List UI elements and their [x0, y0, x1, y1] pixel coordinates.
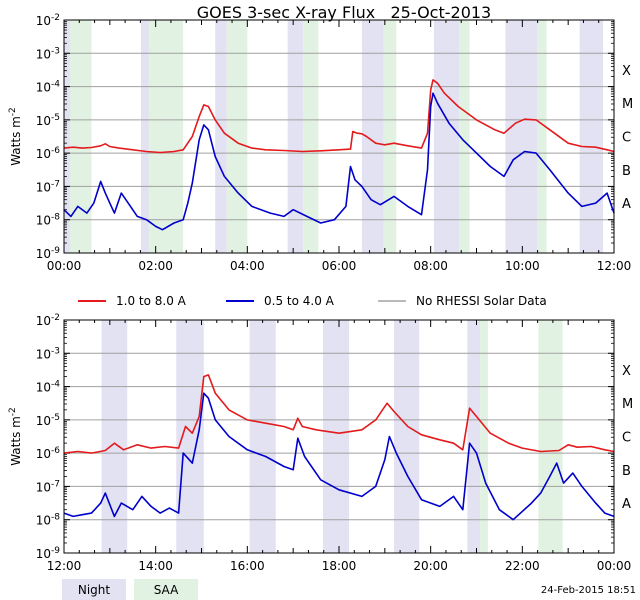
y-tick-label: 10-6: [36, 146, 61, 161]
saa-band-1: [538, 320, 563, 553]
y-tick-label: 10-8: [36, 513, 61, 528]
x-tick-label: 16:00: [230, 559, 265, 573]
y-tick-label: 10-9: [36, 246, 61, 261]
night-band-1: [176, 320, 204, 553]
x-tick-label: 12:00: [47, 559, 82, 573]
x-tick-label: 22:00: [505, 559, 540, 573]
night-band-7: [579, 20, 603, 253]
night-band-5: [433, 20, 460, 253]
night-band-6: [505, 20, 537, 253]
series-long-1to8A: [63, 374, 615, 454]
y-tick-label: 10-8: [36, 213, 61, 228]
shading-swatch-saa: [134, 579, 198, 600]
flare-class-label-X: X: [622, 364, 631, 379]
x-tick-label: 00:00: [597, 559, 632, 573]
saa-band-4: [383, 20, 397, 253]
shading-label-night: Night: [78, 583, 111, 597]
night-band-3: [287, 20, 304, 253]
flare-class-label-C: C: [622, 431, 631, 446]
x-tick-label: 10:00: [505, 259, 540, 273]
night-band-5: [467, 320, 481, 553]
night-band-4: [394, 320, 420, 553]
y-tick-label: 10-4: [36, 380, 61, 395]
y-tick-label: 10-2: [36, 313, 60, 328]
saa-band-0: [480, 320, 488, 553]
x-tick-label: 14:00: [138, 559, 173, 573]
y-tick-label: 10-5: [36, 413, 60, 428]
flare-class-label-A: A: [622, 197, 631, 212]
flare-class-label-X: X: [622, 64, 631, 79]
shading-swatch-night: [62, 579, 126, 600]
y-tick-label: 10-7: [36, 479, 60, 494]
panel-top: 10-2 10-3 10-4 10-5 10-6 10-7 10-8 10-9 X M C B A 00:…: [8, 13, 633, 273]
y-axis-label: Watts m-2: [8, 107, 23, 166]
y-tick-label: 10-5: [36, 113, 60, 128]
y-tick-label: 10-6: [36, 446, 61, 461]
series-short-0.5to4A: [63, 92, 615, 231]
legend-label-short: 0.5 to 4.0 A: [264, 294, 335, 308]
saa-band-2: [226, 20, 248, 253]
x-tick-label: 06:00: [322, 259, 357, 273]
plot-frame: [63, 319, 615, 554]
series-short-0.5to4A: [63, 392, 615, 521]
y-tick-label: 10-3: [36, 346, 60, 361]
night-band-0: [64, 20, 70, 253]
shading-label-saa: SAA: [154, 583, 179, 597]
legend-label-norhessi: No RHESSI Solar Data: [416, 294, 547, 308]
x-tick-label: 18:00: [322, 559, 357, 573]
flare-class-label-M: M: [622, 397, 633, 412]
flare-class-label-B: B: [622, 164, 631, 179]
y-tick-label: 10-7: [36, 179, 60, 194]
flare-class-label-A: A: [622, 497, 631, 512]
y-tick-label: 10-9: [36, 546, 61, 561]
y-axis-label: Watts m-2: [8, 407, 23, 466]
legend-label-long: 1.0 to 8.0 A: [116, 294, 187, 308]
footer-timestamp: 24-Feb-2015 18:51: [541, 585, 636, 596]
chart-title: GOES 3-sec X-ray Flux 25-Oct-2013: [197, 3, 491, 22]
flare-class-label-C: C: [622, 131, 631, 146]
y-tick-label: 10-4: [36, 80, 61, 95]
series-long-1to8A: [63, 79, 615, 154]
y-tick-label: 10-2: [36, 13, 60, 28]
y-tick-label: 10-3: [36, 46, 60, 61]
legend: 1.0 to 8.0 A 0.5 to 4.0 A No RHESSI Solar …: [78, 294, 547, 308]
saa-band-3: [303, 20, 319, 253]
plot-frame: [63, 19, 615, 254]
night-band-0: [101, 320, 128, 553]
x-tick-label: 20:00: [413, 559, 448, 573]
shading-legend: Night SAA: [62, 579, 198, 600]
panel-bottom: 10-2 10-3 10-4 10-5 10-6 10-7 10-8 10-9 X M C B A 12:…: [8, 313, 633, 573]
x-tick-label: 08:00: [413, 259, 448, 273]
x-tick-label: 02:00: [138, 259, 173, 273]
x-tick-label: 00:00: [47, 259, 82, 273]
night-band-3: [322, 320, 350, 553]
night-band-2: [249, 320, 276, 553]
saa-band-5: [459, 20, 470, 253]
saa-band-0: [69, 20, 92, 253]
saa-band-6: [537, 20, 547, 253]
night-band-2: [215, 20, 227, 253]
flare-class-label-B: B: [622, 464, 631, 479]
saa-band-1: [148, 20, 184, 253]
x-tick-label: 12:00: [597, 259, 632, 273]
x-tick-label: 04:00: [230, 259, 265, 273]
flare-class-label-M: M: [622, 97, 633, 112]
